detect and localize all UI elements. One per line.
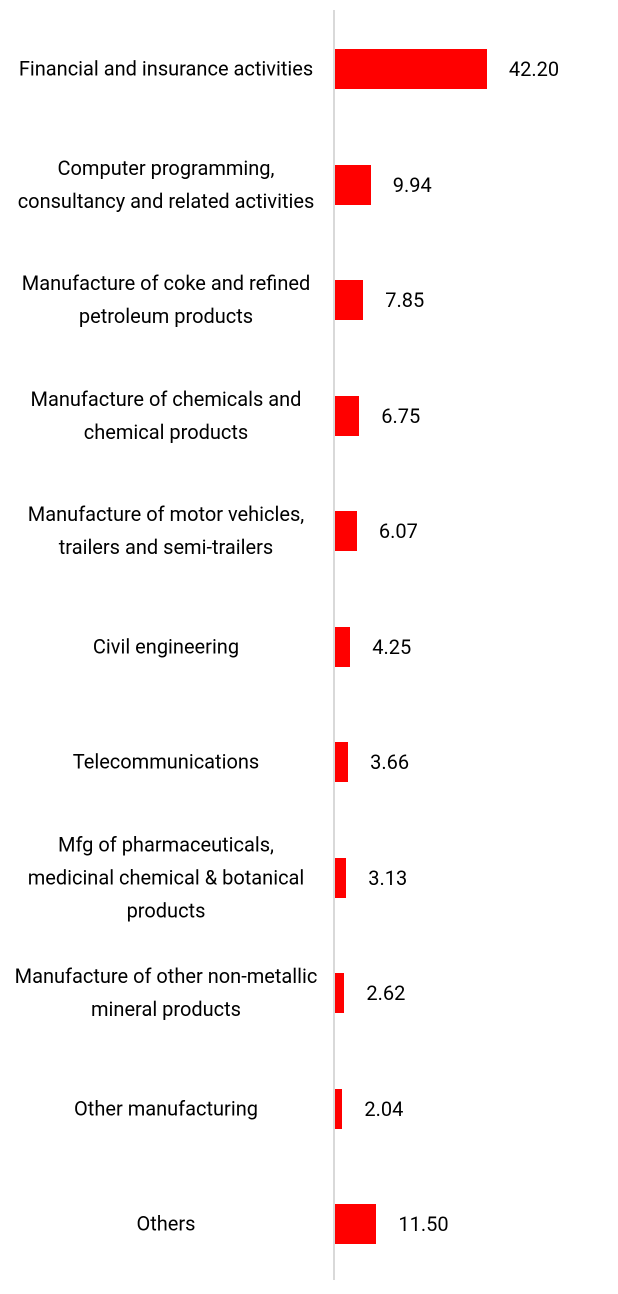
category-label: Manufacture of other non-metallic minera… — [14, 964, 318, 1021]
bar — [335, 1204, 377, 1244]
data-label: 4.25 — [372, 634, 412, 659]
data-label: 2.04 — [364, 1096, 404, 1121]
category-label: Financial and insurance activities — [18, 56, 314, 81]
bar — [335, 395, 360, 436]
bar — [335, 49, 487, 89]
category-label: Others — [136, 1211, 196, 1236]
axis-line — [333, 10, 335, 1280]
data-label: 11.50 — [398, 1212, 449, 1236]
bar — [335, 280, 364, 320]
data-label: 9.94 — [392, 172, 432, 197]
category-label: Other manufacturing — [74, 1096, 258, 1120]
data-label: 6.75 — [381, 403, 421, 428]
category-label: Manufacture of coke and refined petroleu… — [21, 271, 311, 328]
data-label: 2.62 — [366, 981, 406, 1005]
data-label: 3.66 — [370, 750, 410, 774]
category-label: Manufacture of motor vehicles, trailers … — [27, 502, 305, 559]
bar — [335, 857, 347, 898]
bar — [335, 1088, 343, 1129]
bar — [335, 511, 357, 551]
data-label: 3.13 — [368, 865, 408, 890]
data-label: 6.07 — [378, 519, 418, 543]
bar — [335, 742, 349, 782]
data-label: 42.20 — [508, 57, 560, 81]
bar — [335, 626, 351, 667]
bar — [335, 164, 371, 205]
category-label: Computer programming, consultancy and re… — [17, 155, 315, 213]
category-label: Civil engineering — [92, 634, 240, 658]
category-label: Mfg of pharmaceuticals, medicinal chemic… — [27, 832, 305, 922]
data-label: 7.85 — [385, 288, 425, 312]
category-label: Telecommunications — [72, 749, 260, 774]
category-label: Manufacture of chemicals and chemical pr… — [30, 386, 302, 444]
bar — [335, 973, 345, 1013]
